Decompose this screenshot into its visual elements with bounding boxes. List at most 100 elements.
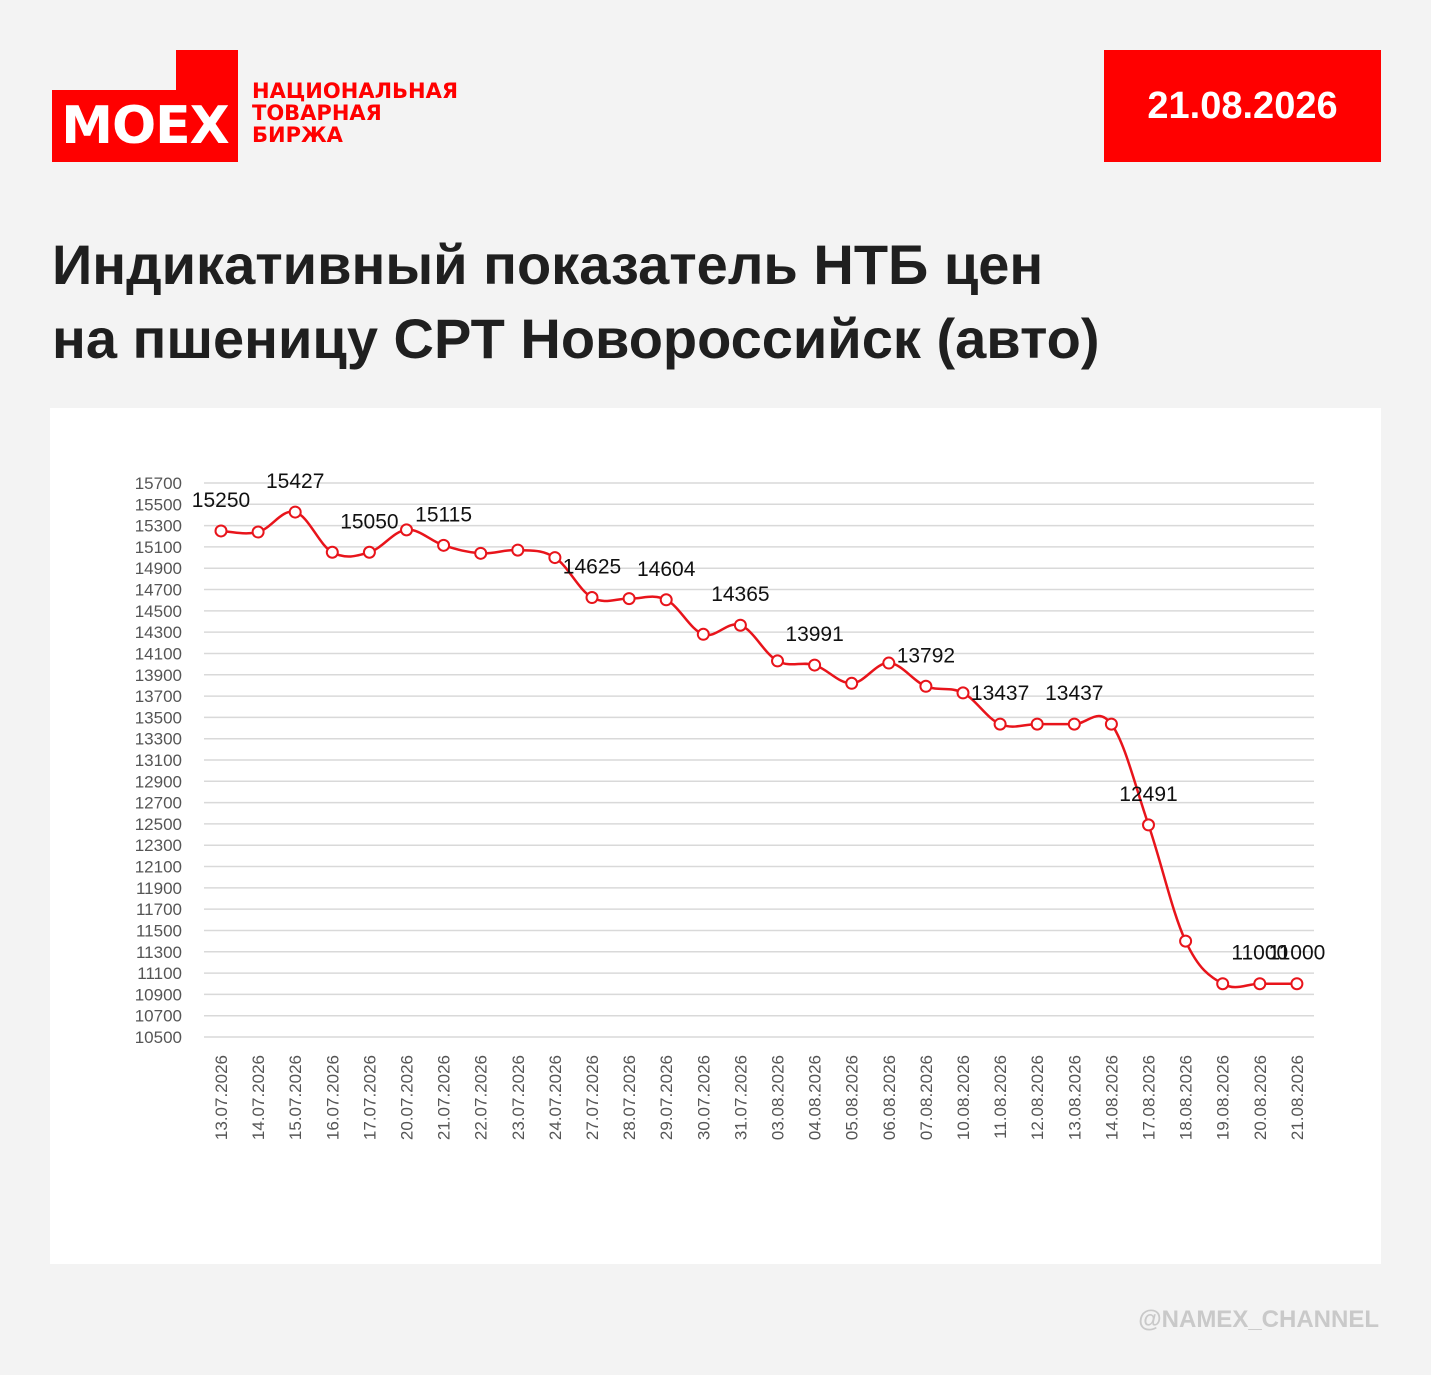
data-point bbox=[1253, 977, 1267, 991]
moex-logo: MOEX НАЦИОНАЛЬНАЯ ТОВАРНАЯ БИРЖА bbox=[52, 50, 492, 162]
data-point bbox=[696, 627, 710, 641]
x-tick-label: 05.08.2026 bbox=[843, 1055, 862, 1140]
logo-wordmark: MOEX bbox=[52, 90, 238, 162]
y-tick-label: 13900 bbox=[135, 666, 182, 685]
x-tick-label: 31.07.2026 bbox=[731, 1055, 750, 1140]
x-tick-label: 15.07.2026 bbox=[286, 1055, 305, 1140]
data-point bbox=[771, 654, 784, 668]
data-point bbox=[1104, 717, 1118, 731]
x-tick-label: 24.07.2026 bbox=[546, 1055, 565, 1140]
data-label: 13437 bbox=[1045, 682, 1103, 705]
x-tick-label: 06.08.2026 bbox=[880, 1055, 899, 1140]
date-badge: 21.08.2026 bbox=[1104, 50, 1381, 162]
data-label: 15250 bbox=[192, 489, 250, 512]
x-tick-label: 19.08.2026 bbox=[1214, 1055, 1233, 1140]
data-point bbox=[214, 524, 228, 538]
y-tick-label: 15300 bbox=[135, 517, 182, 536]
y-tick-label: 14100 bbox=[135, 644, 182, 663]
x-tick-label: 17.08.2026 bbox=[1140, 1055, 1159, 1140]
org-name: НАЦИОНАЛЬНАЯ ТОВАРНАЯ БИРЖА bbox=[252, 80, 458, 146]
x-tick-label: 22.07.2026 bbox=[472, 1055, 491, 1140]
x-tick-label: 13.08.2026 bbox=[1065, 1055, 1084, 1140]
y-tick-label: 11900 bbox=[136, 879, 182, 898]
data-label: 11000 bbox=[1268, 942, 1325, 965]
y-tick-label: 13100 bbox=[135, 751, 182, 770]
data-point bbox=[1290, 977, 1304, 991]
org-line: НАЦИОНАЛЬНАЯ bbox=[252, 79, 459, 103]
y-tick-label: 12900 bbox=[135, 772, 182, 791]
x-tick-label: 16.07.2026 bbox=[323, 1055, 342, 1140]
y-tick-label: 11500 bbox=[136, 921, 182, 940]
x-tick-label: 11.08.2026 bbox=[991, 1055, 1010, 1139]
y-tick-label: 15100 bbox=[135, 538, 182, 557]
data-point bbox=[733, 618, 747, 632]
y-tick-label: 13500 bbox=[135, 708, 182, 727]
data-point bbox=[585, 591, 599, 605]
x-tick-label: 29.07.2026 bbox=[657, 1055, 676, 1140]
data-point bbox=[845, 676, 859, 690]
data-point bbox=[1142, 818, 1155, 832]
data-point bbox=[474, 546, 488, 560]
y-tick-label: 10500 bbox=[135, 1028, 182, 1047]
y-tick-label: 14900 bbox=[135, 559, 182, 578]
title-line: Индикативный показатель НТБ цен bbox=[52, 233, 1044, 296]
title-line: на пшеницу СРТ Новороссийск (авто) bbox=[52, 307, 1100, 370]
x-tick-label: 30.07.2026 bbox=[694, 1055, 713, 1140]
x-tick-label: 27.07.2026 bbox=[583, 1055, 602, 1140]
data-label: 11000 bbox=[1231, 942, 1288, 965]
x-tick-label: 20.08.2026 bbox=[1251, 1055, 1270, 1140]
y-tick-label: 11700 bbox=[136, 900, 182, 919]
page-title: Индикативный показатель НТБ цен на пшени… bbox=[52, 228, 1372, 376]
y-tick-label: 12300 bbox=[135, 836, 182, 855]
x-tick-label: 13.07.2026 bbox=[212, 1055, 231, 1140]
org-line: ТОВАРНАЯ bbox=[252, 101, 382, 125]
x-tick-label: 23.07.2026 bbox=[509, 1055, 528, 1140]
data-label: 15115 bbox=[415, 503, 472, 526]
y-tick-label: 14300 bbox=[135, 623, 182, 642]
data-point bbox=[1179, 934, 1193, 948]
chart-panel: 10500 10700 10900 11100 11300 11500 11700 11900… bbox=[50, 408, 1381, 1264]
data-point bbox=[956, 686, 970, 700]
channel-handle: @NAMEX_CHANNEL bbox=[1138, 1306, 1379, 1333]
x-tick-label: 10.08.2026 bbox=[954, 1055, 973, 1140]
x-tick-label: 28.07.2026 bbox=[620, 1055, 639, 1140]
data-point bbox=[1030, 717, 1044, 731]
x-tick-label: 14.08.2026 bbox=[1102, 1055, 1121, 1140]
data-point bbox=[993, 717, 1007, 731]
y-tick-label: 13300 bbox=[135, 730, 182, 749]
x-tick-label: 03.08.2026 bbox=[769, 1055, 788, 1140]
y-tick-label: 12100 bbox=[135, 858, 182, 877]
y-tick-label: 12700 bbox=[135, 794, 182, 813]
data-label: 14365 bbox=[711, 583, 769, 606]
y-tick-label: 14700 bbox=[135, 581, 182, 600]
data-point bbox=[882, 656, 896, 670]
data-label: 13991 bbox=[785, 623, 843, 646]
data-point bbox=[548, 551, 562, 565]
y-tick-label: 12500 bbox=[135, 815, 182, 834]
x-tick-label: 14.07.2026 bbox=[249, 1055, 268, 1140]
data-point bbox=[362, 545, 376, 559]
data-point bbox=[288, 505, 302, 519]
data-point bbox=[1067, 717, 1081, 731]
data-label: 15050 bbox=[340, 510, 398, 533]
x-tick-label: 18.08.2026 bbox=[1177, 1055, 1196, 1140]
x-tick-label: 04.08.2026 bbox=[806, 1055, 825, 1140]
data-label: 15427 bbox=[266, 470, 324, 493]
data-point bbox=[511, 543, 525, 557]
y-tick-label: 14500 bbox=[135, 602, 182, 621]
data-point bbox=[400, 523, 413, 537]
x-tick-label: 17.07.2026 bbox=[360, 1055, 379, 1140]
data-label: 14604 bbox=[637, 558, 696, 581]
org-line: БИРЖА bbox=[252, 123, 343, 147]
price-line-chart: 10500 10700 10900 11100 11300 11500 11700 11900… bbox=[135, 470, 1326, 1140]
data-point bbox=[1216, 977, 1230, 991]
y-tick-label: 11100 bbox=[137, 964, 182, 983]
y-tick-label: 10700 bbox=[135, 1007, 182, 1026]
data-label: 14625 bbox=[563, 556, 621, 579]
x-tick-label: 20.07.2026 bbox=[398, 1055, 417, 1140]
x-tick-label: 21.07.2026 bbox=[435, 1055, 454, 1140]
data-point bbox=[808, 658, 822, 672]
data-point bbox=[251, 525, 265, 539]
data-point bbox=[325, 545, 339, 559]
y-tick-label: 15500 bbox=[135, 495, 182, 514]
